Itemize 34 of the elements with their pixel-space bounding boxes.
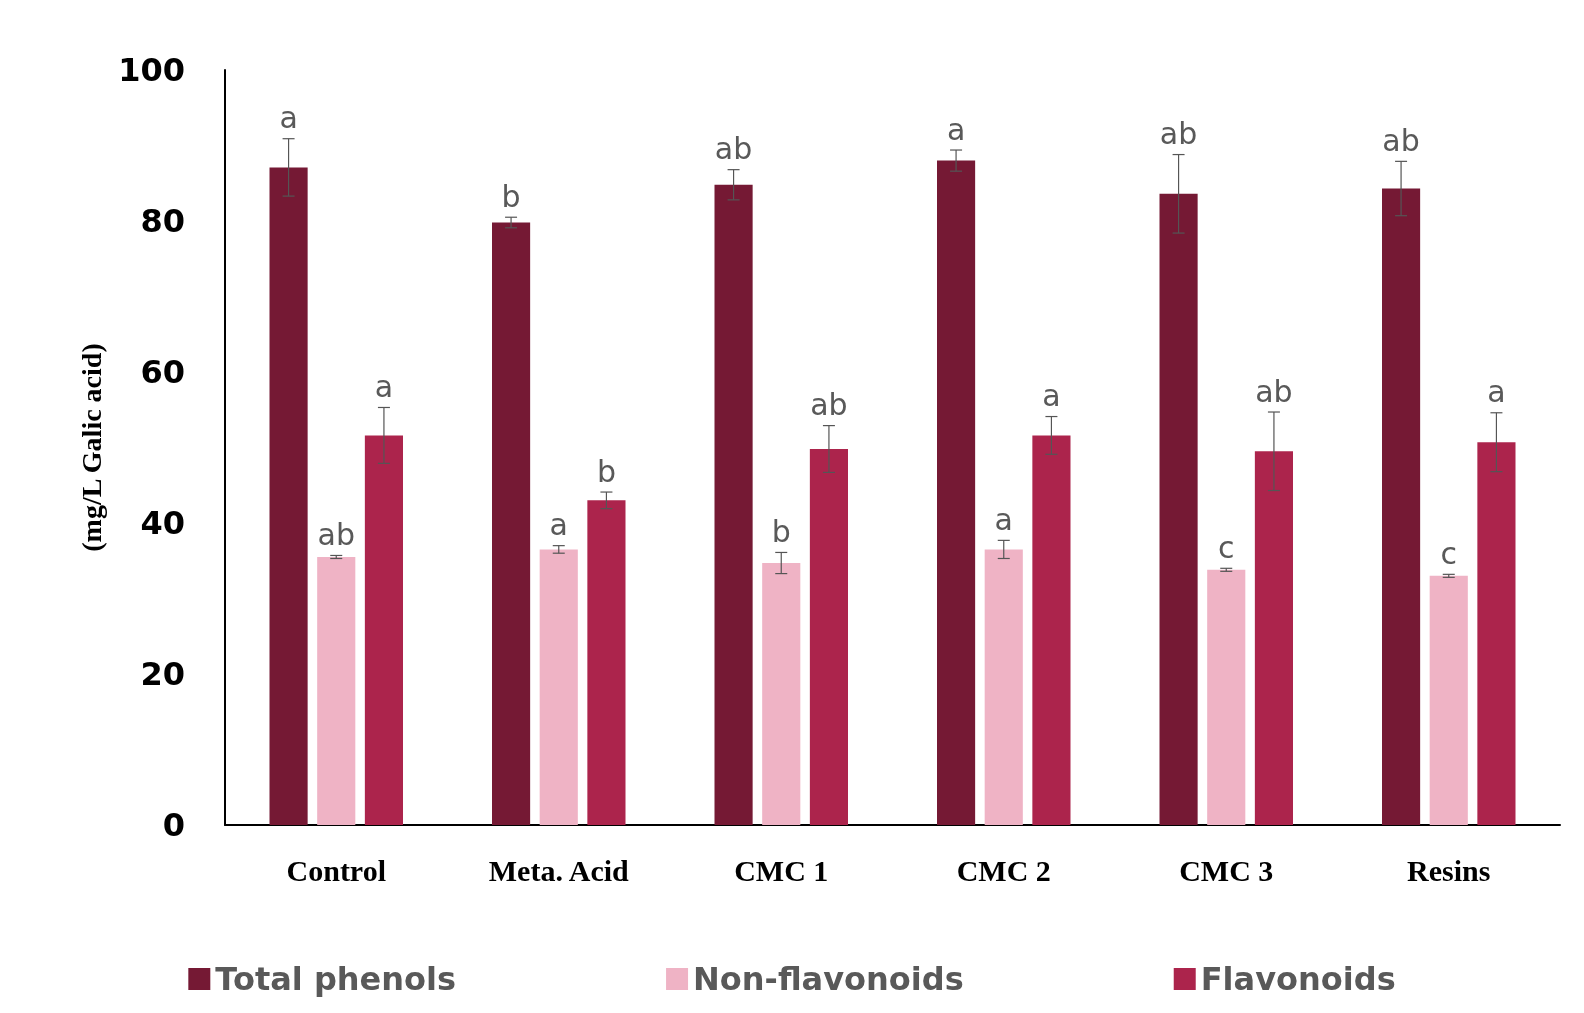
legend-label: Non-flavonoids	[693, 960, 964, 998]
data-label: c	[1440, 535, 1457, 571]
data-label: ab	[317, 516, 355, 552]
y-tick-label: 40	[140, 504, 185, 542]
data-label: a	[1042, 378, 1061, 414]
data-label: c	[1218, 529, 1235, 565]
data-label: a	[946, 111, 966, 147]
x-tick-label: Meta. Acid	[488, 853, 630, 887]
y-tick-label: 60	[140, 353, 185, 391]
data-label: b	[771, 513, 791, 549]
data-label: ab	[810, 387, 848, 423]
legend-label: Total phenols	[215, 960, 457, 998]
x-tick-label: CMC 3	[1179, 853, 1274, 887]
data-label: ab	[1382, 122, 1420, 158]
data-label: ab	[714, 131, 753, 167]
data-label: ab	[1255, 373, 1293, 409]
x-tick-label: Control	[286, 853, 386, 887]
y-tick-label: 100	[118, 51, 185, 89]
data-label: a	[374, 368, 394, 404]
y-axis-title: (mg/L Galic acid)	[75, 343, 107, 552]
data-label: b	[501, 178, 521, 214]
data-label: a	[994, 501, 1013, 537]
data-label: a	[549, 507, 568, 543]
y-tick-label: 80	[140, 202, 185, 240]
x-tick-label: CMC 2	[956, 853, 1051, 887]
data-label: a	[279, 100, 298, 136]
y-tick-label: 0	[162, 806, 185, 844]
y-tick-label: 20	[140, 655, 185, 693]
data-label: a	[1487, 374, 1506, 410]
legend-label: Flavonoids	[1200, 960, 1396, 998]
x-tick-label: Resins	[1407, 853, 1491, 887]
data-label: ab	[1159, 116, 1198, 152]
data-label: b	[596, 453, 616, 489]
x-tick-label: CMC 1	[734, 853, 829, 887]
